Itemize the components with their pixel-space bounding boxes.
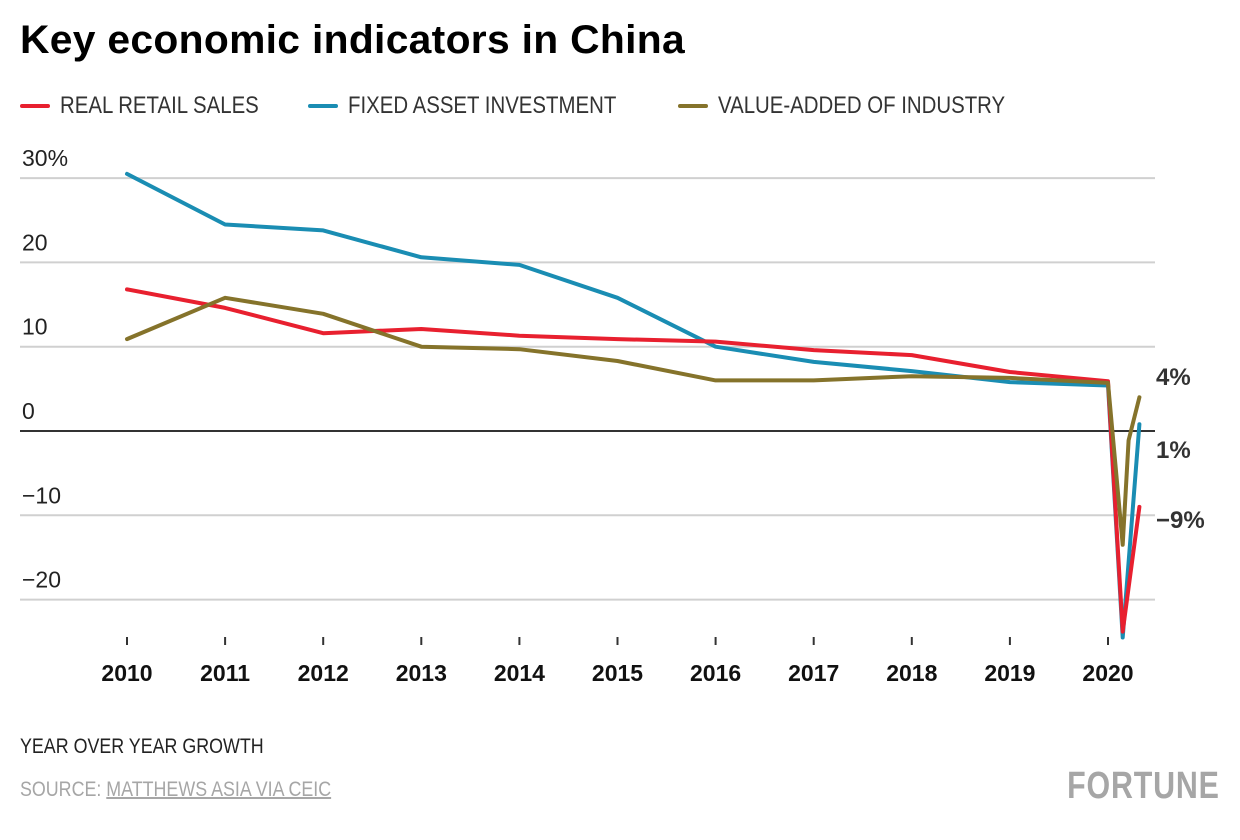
x-tick-label: 2017 [788, 660, 839, 686]
y-tick-label: 10 [22, 314, 48, 340]
series-line-fixed-asset-investment [125, 171, 1142, 640]
end-value-label: 4% [1156, 364, 1191, 391]
legend-item-value-added-industry: VALUE-ADDED OF INDUSTRY [677, 92, 1056, 120]
x-tick-label: 2015 [592, 660, 643, 686]
x-tick-label: 2018 [886, 660, 937, 686]
source-note: SOURCE: MATTHEWS ASIA VIA CEIC [20, 778, 331, 802]
legend: REAL RETAIL SALES FIXED ASSET INVESTMENT… [20, 92, 1069, 120]
fortune-logo: FORTUNE [1067, 765, 1220, 807]
x-tick-label: 2013 [396, 660, 447, 686]
legend-swatch-retail-sales [20, 104, 50, 108]
y-tick-label: −10 [22, 482, 61, 508]
chart-subtitle: YEAR OVER YEAR GROWTH [20, 735, 264, 758]
source-link[interactable]: MATTHEWS ASIA VIA CEIC [106, 778, 332, 801]
x-tick-label: 2011 [200, 660, 250, 686]
legend-swatch-value-added-industry [677, 104, 708, 108]
legend-label-retail-sales: REAL RETAIL SALES [60, 92, 259, 119]
series-line-real-retail-sales [125, 287, 1142, 634]
y-tick-label: 20 [22, 229, 48, 255]
source-prefix: SOURCE: [20, 778, 107, 801]
end-value-label: −9% [1156, 507, 1205, 534]
x-tick-label: 2020 [1082, 660, 1133, 686]
end-value-label: 1% [1156, 437, 1191, 464]
legend-swatch-fixed-asset-investment [307, 104, 338, 108]
x-tick-label: 2019 [984, 660, 1035, 686]
x-tick-label: 2016 [690, 660, 741, 686]
y-tick-label: −20 [22, 567, 61, 593]
y-tick-label: 0 [22, 398, 35, 424]
legend-item-retail-sales: REAL RETAIL SALES [20, 92, 294, 120]
series-line-value-added-of-industry [125, 295, 1142, 547]
legend-label-value-added-industry: VALUE-ADDED OF INDUSTRY [717, 92, 1005, 119]
legend-item-fixed-asset-investment: FIXED ASSET INVESTMENT [307, 92, 664, 120]
x-tick-label: 2010 [101, 660, 152, 686]
x-tick-label: 2012 [298, 660, 349, 686]
legend-label-fixed-asset-investment: FIXED ASSET INVESTMENT [347, 92, 617, 119]
x-tick-label: 2014 [494, 660, 545, 686]
y-tick-label: 30% [22, 145, 68, 171]
chart-title: Key economic indicators in China [20, 18, 686, 62]
